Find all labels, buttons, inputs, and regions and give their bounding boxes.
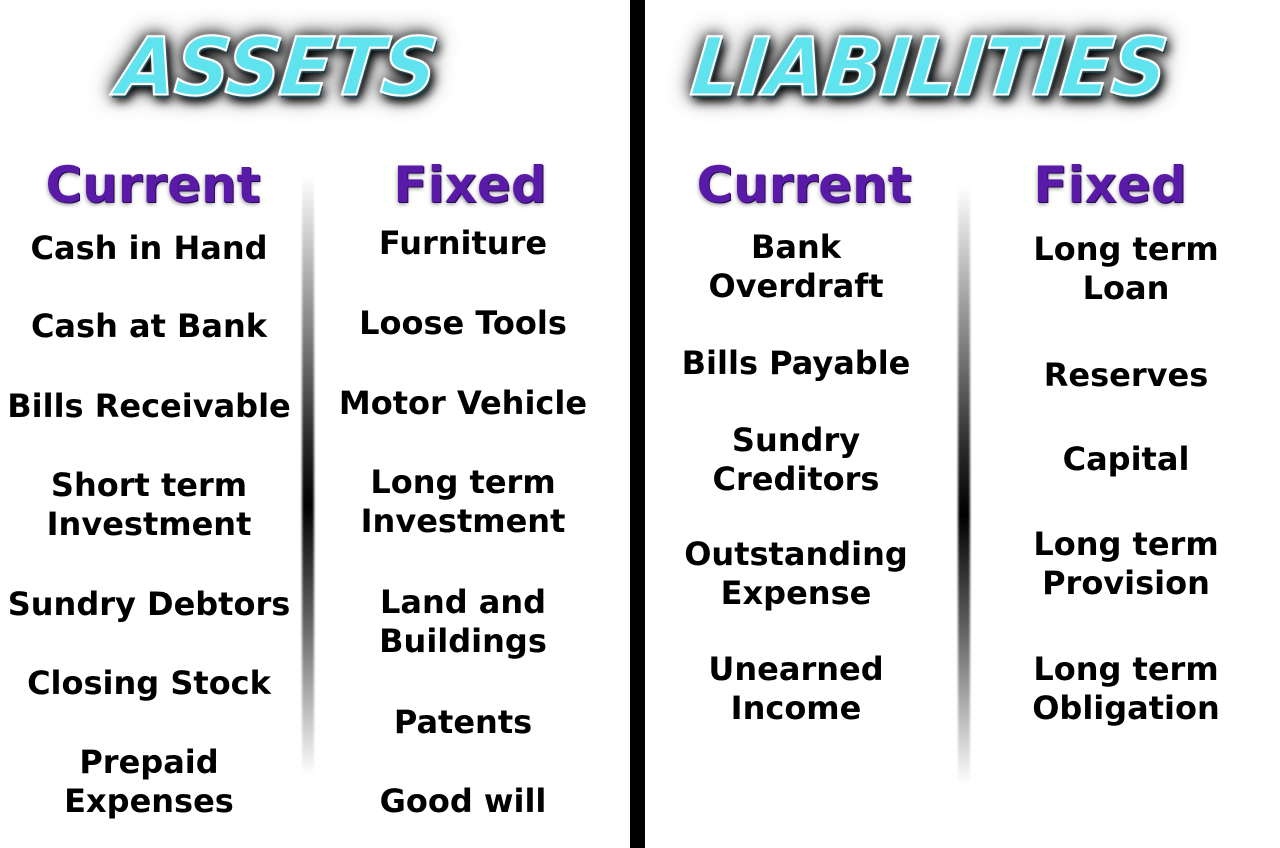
list-item: Furniture [378, 224, 548, 262]
list-item: Cash in Hand [30, 229, 268, 267]
list-item: Capital [1062, 440, 1190, 478]
assets-fixed-heading: Fixed [393, 156, 547, 214]
list-item: Long term Provision [1033, 525, 1219, 602]
list-item: Closing Stock [27, 664, 271, 702]
assets-title: ASSETS [112, 19, 442, 114]
liabilities-fixed-heading: Fixed [1033, 156, 1187, 214]
list-item: Unearned Income [708, 650, 884, 727]
list-item: Bills Receivable [7, 387, 291, 425]
list-item: Long term Investment [360, 463, 566, 540]
assets-current-heading: Current [45, 156, 261, 214]
liabilities-current-heading: Current [696, 156, 912, 214]
list-item: Bills Payable [681, 344, 911, 382]
assets-column-divider [302, 175, 314, 775]
list-item: Motor Vehicle [338, 384, 588, 422]
list-item: Cash at Bank [30, 307, 268, 345]
list-item: Bank Overdraft [708, 228, 884, 305]
list-item: Reserves [1043, 356, 1209, 394]
list-item: Loose Tools [359, 304, 567, 342]
list-item: Good will [379, 782, 547, 820]
list-item: Long term Obligation [1032, 650, 1220, 727]
list-item: Sundry Debtors [7, 585, 291, 623]
list-item: Patents [393, 703, 533, 741]
liabilities-title: LIABILITIES [686, 19, 1172, 114]
list-item: Long term Loan [1033, 230, 1219, 307]
liabilities-column-divider [958, 185, 970, 785]
list-item: Outstanding Expense [684, 535, 908, 612]
list-item: Short term Investment [46, 466, 252, 543]
list-item: Land and Buildings [379, 583, 547, 660]
list-item: Prepaid Expenses [64, 743, 234, 820]
list-item: Sundry Creditors [712, 421, 880, 498]
center-divider [630, 0, 645, 848]
